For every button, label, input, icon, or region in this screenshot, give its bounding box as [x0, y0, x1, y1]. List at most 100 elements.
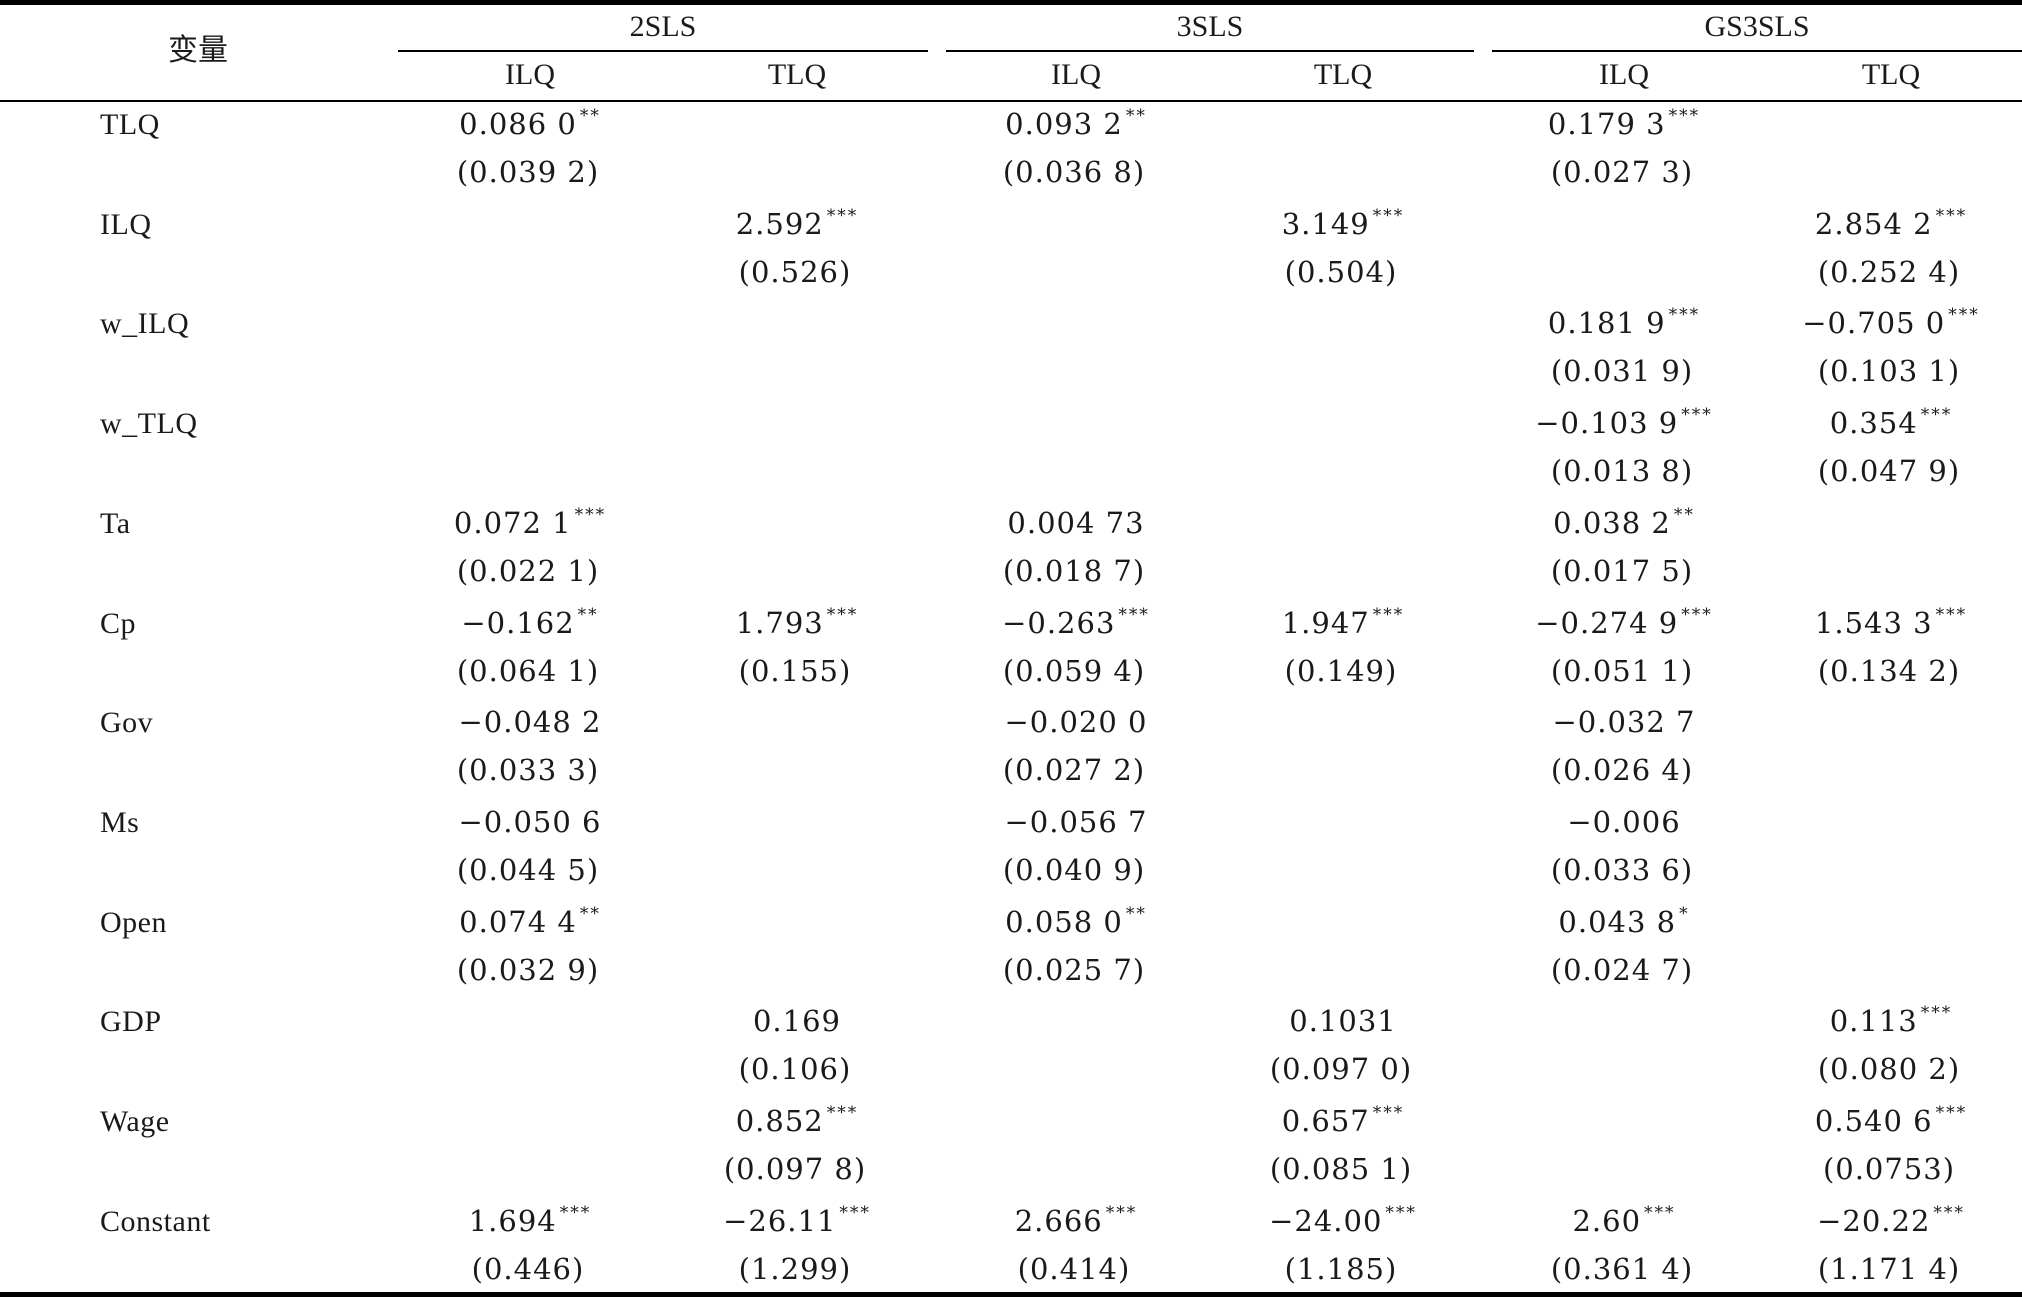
standard-error-cell: (0.097 0): [1269, 1052, 1413, 1087]
coefficient-value: 0.074 4: [459, 904, 577, 939]
coefficient-cell: 3.149 ***: [1281, 206, 1405, 241]
coefficient-value: 0.1031: [1289, 1004, 1397, 1039]
significance-stars: ***: [1668, 305, 1701, 326]
coefficient-value: −0.056 7: [1004, 804, 1148, 839]
coefficient-value: −0.050 6: [458, 804, 602, 839]
variable-name: GDP: [100, 1005, 162, 1039]
coefficient-value: 0.058 0: [1005, 904, 1123, 939]
group-header-gs3sls: GS3SLS: [1704, 10, 1810, 43]
coefficient-cell: 1.947 ***: [1281, 605, 1405, 640]
variable-name: Ta: [100, 506, 131, 540]
standard-error-cell: (0.024 7): [1550, 952, 1694, 987]
coefficient-value: 0.181 9: [1547, 306, 1666, 341]
header-rule: [0, 100, 2022, 102]
group-header-3sls: 3SLS: [1176, 10, 1244, 43]
coefficient-cell: −0.020 0: [1005, 708, 1148, 737]
coefficient-cell: −0.050 6: [458, 804, 602, 839]
significance-stars: ***: [1105, 1202, 1138, 1223]
coefficient-cell: 0.093 2 **: [1005, 108, 1147, 139]
significance-stars: **: [1125, 106, 1147, 126]
coefficient-cell: 2.666 ***: [1014, 1203, 1138, 1238]
coefficient-value: 0.169: [752, 1004, 842, 1039]
group-underline-gs3sls: [1492, 50, 2022, 52]
group-header-2sls: 2SLS: [629, 10, 697, 43]
significance-stars: ***: [1935, 205, 1968, 226]
coefficient-cell: −0.032 7: [1553, 708, 1696, 737]
coefficient-cell: 0.113 ***: [1829, 1004, 1953, 1039]
group-underline-3sls: [946, 50, 1474, 52]
standard-error-cell: (0.032 9): [456, 952, 600, 987]
coefficient-cell: 1.793 ***: [735, 605, 859, 640]
standard-error-cell: (0.134 2): [1817, 653, 1961, 688]
coefficient-cell: 1.543 3 ***: [1815, 606, 1967, 638]
variable-name: ILQ: [100, 207, 152, 241]
standard-error-cell: (0.097 8): [723, 1152, 867, 1186]
coefficient-cell: 0.354 ***: [1829, 406, 1953, 441]
coefficient-value: 2.666: [1014, 1203, 1103, 1238]
standard-error-cell: (0.040 9): [1002, 852, 1146, 887]
significance-stars: ***: [559, 1202, 592, 1223]
standard-error-cell: (0.026 4): [1550, 753, 1694, 788]
coefficient-cell: −0.048 2: [459, 708, 602, 737]
column-header-tlq: TLQ: [1313, 58, 1373, 91]
coefficient-value: −0.103 9: [1535, 406, 1679, 441]
significance-stars: **: [577, 604, 599, 625]
significance-stars: ***: [826, 205, 859, 226]
standard-error-cell: (0.013 8): [1550, 454, 1694, 489]
coefficient-value: 3.149: [1281, 206, 1370, 241]
standard-error-cell: (0.446): [471, 1251, 585, 1286]
coefficient-value: 0.113: [1829, 1004, 1918, 1039]
coefficient-cell: 0.1031: [1289, 1007, 1396, 1036]
coefficient-cell: 0.657 ***: [1281, 1104, 1405, 1138]
coefficient-value: 1.793: [735, 605, 824, 640]
coefficient-cell: −0.274 9 ***: [1535, 605, 1713, 640]
variable-name: Constant: [100, 1204, 211, 1238]
standard-error-cell: (0.022 1): [456, 553, 600, 588]
coefficient-cell: −20.22 ***: [1817, 1204, 1965, 1236]
significance-stars: ***: [1668, 106, 1701, 126]
coefficient-cell: 2.592 ***: [736, 207, 859, 239]
significance-stars: ***: [826, 604, 859, 625]
coefficient-value: −26.11: [723, 1203, 837, 1238]
coefficient-value: 0.004 73: [1007, 505, 1145, 540]
significance-stars: ***: [1935, 604, 1968, 625]
significance-stars: ***: [1920, 1003, 1953, 1024]
coefficient-value: 0.072 1: [453, 505, 572, 540]
coefficient-value: −0.274 9: [1535, 605, 1679, 640]
standard-error-cell: (1.185): [1284, 1251, 1398, 1286]
standard-error-cell: (0.018 7): [1002, 553, 1146, 588]
coefficient-value: −0.048 2: [458, 705, 602, 740]
coefficient-cell: −0.162 **: [461, 606, 598, 638]
standard-error-cell: (0.027 3): [1550, 155, 1694, 189]
coefficient-value: 0.657: [1281, 1104, 1370, 1138]
coefficient-value: 0.354: [1829, 406, 1918, 441]
significance-stars: ***: [1644, 1202, 1676, 1223]
column-header-ilq: ILQ: [505, 58, 555, 91]
significance-stars: ***: [1385, 1202, 1417, 1223]
group-underline-2sls: [398, 50, 928, 52]
coefficient-value: −0.032 7: [1552, 705, 1696, 740]
coefficient-cell: 0.086 0 **: [459, 107, 601, 141]
coefficient-cell: 0.181 9 ***: [1547, 306, 1700, 341]
significance-stars: ***: [839, 1202, 871, 1223]
significance-stars: *: [1679, 903, 1690, 924]
coefficient-cell: 0.072 1 ***: [453, 505, 606, 540]
variable-name: Ms: [100, 805, 140, 839]
coefficient-value: 2.60: [1572, 1203, 1642, 1238]
coefficient-value: 0.179 3: [1547, 107, 1666, 141]
coefficient-cell: 0.179 3 ***: [1547, 107, 1700, 141]
coefficient-cell: −24.00 ***: [1269, 1204, 1417, 1236]
variable-name: w_TLQ: [100, 407, 198, 441]
coefficient-cell: −0.056 7: [1004, 804, 1148, 839]
standard-error-cell: (0.027 2): [1002, 753, 1146, 788]
standard-error-cell: (1.171 4): [1817, 1251, 1961, 1286]
coefficient-cell: 0.074 4 **: [459, 904, 601, 939]
coefficient-value: 1.947: [1281, 605, 1370, 640]
coefficient-value: 0.086 0: [459, 107, 577, 141]
coefficient-value: 0.038 2: [1553, 505, 1671, 540]
column-header-ilq: ILQ: [1051, 58, 1101, 91]
variable-name: TLQ: [100, 108, 160, 141]
standard-error-cell: (0.025 7): [1002, 952, 1146, 987]
standard-error-cell: (0.526): [738, 254, 852, 289]
coefficient-value: 2.854 2: [1814, 206, 1933, 241]
